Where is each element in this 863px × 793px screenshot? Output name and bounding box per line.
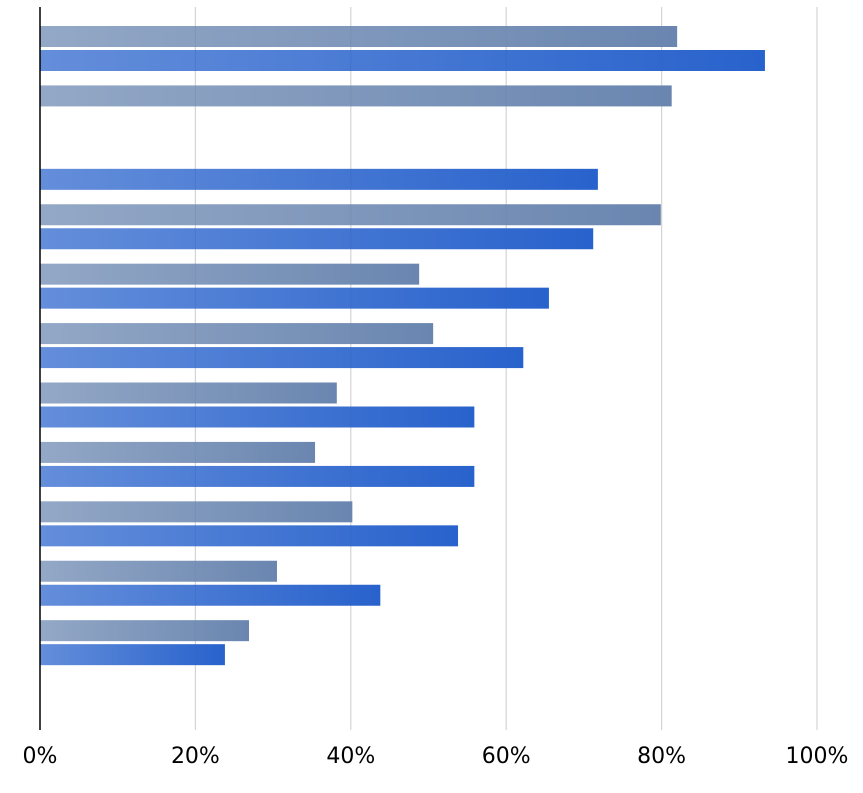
bar xyxy=(40,406,475,428)
bar xyxy=(40,382,337,404)
bar xyxy=(40,228,594,250)
x-tick-label: 0% xyxy=(23,744,58,769)
x-tick-label: 40% xyxy=(326,744,375,769)
x-tick-label: 60% xyxy=(482,744,531,769)
bar xyxy=(40,560,277,582)
bar xyxy=(40,525,459,547)
x-tick-label: 20% xyxy=(171,744,220,769)
x-tick-label: 100% xyxy=(786,744,849,769)
bar xyxy=(40,347,524,369)
bar xyxy=(40,584,381,606)
bar xyxy=(40,204,661,226)
bar xyxy=(40,620,250,642)
bar xyxy=(40,441,316,463)
bar xyxy=(40,287,549,309)
bar xyxy=(40,85,672,107)
bar xyxy=(40,323,434,345)
x-tick-label: 80% xyxy=(637,744,686,769)
bar xyxy=(40,50,765,71)
bar xyxy=(40,644,225,666)
bar xyxy=(40,26,678,47)
bar xyxy=(40,263,420,285)
bar xyxy=(40,465,475,487)
bar xyxy=(40,168,598,190)
bar xyxy=(40,501,353,523)
